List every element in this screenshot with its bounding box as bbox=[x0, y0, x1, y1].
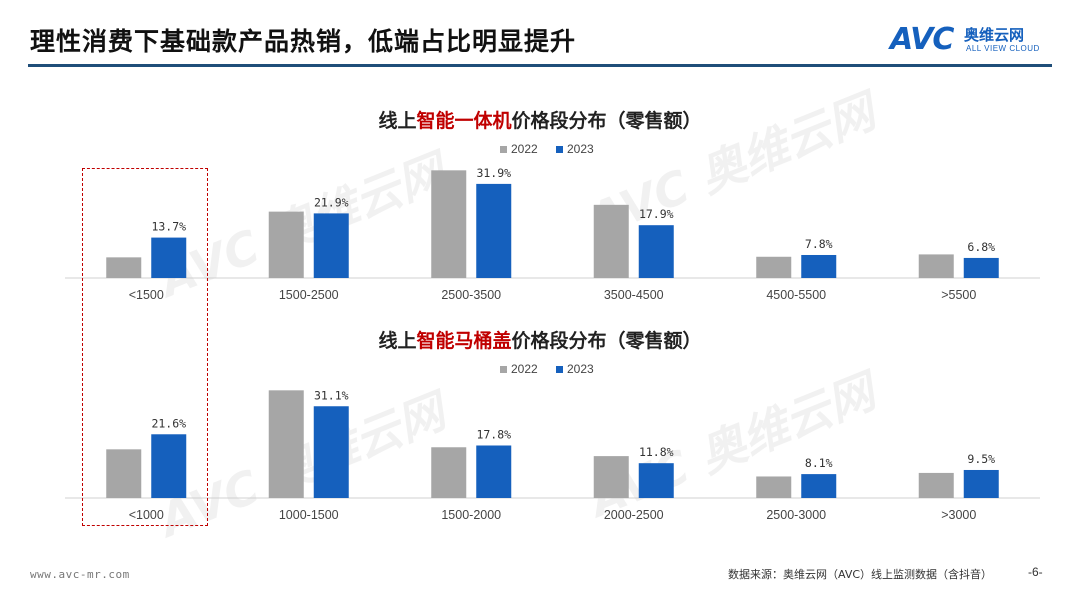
chart-title: 线上智能马桶盖价格段分布（零售额） bbox=[378, 330, 702, 352]
chart-toilet-seat-price-distribution: 线上智能马桶盖价格段分布（零售额） 2022 2023 21.6% <1000 31.1… bbox=[0, 320, 1080, 550]
x-tick-label: 1500-2500 bbox=[279, 288, 339, 302]
data-label: 11.8% bbox=[639, 445, 674, 459]
legend-swatch-2022 bbox=[500, 366, 507, 373]
chart-title: 线上智能一体机价格段分布（零售额） bbox=[378, 110, 702, 132]
x-tick-label: >5500 bbox=[941, 288, 976, 302]
bar-2022->5500 bbox=[918, 254, 954, 278]
data-label: 21.6% bbox=[151, 416, 186, 430]
bar-2023-<1000 bbox=[151, 434, 187, 498]
data-label: 31.9% bbox=[476, 166, 511, 180]
avc-logo: AVC 奥维云网 ALL VIEW CLOUD bbox=[890, 22, 1055, 58]
bar-2023-1500-2000 bbox=[476, 445, 512, 498]
bar-2022-1000-1500 bbox=[268, 390, 304, 498]
bar-2022-1500-2000 bbox=[431, 447, 467, 498]
data-label: 7.8% bbox=[805, 237, 833, 251]
slide-title: 理性消费下基础款产品热销，低端占比明显提升 bbox=[30, 27, 577, 56]
bar-2022-3500-4500 bbox=[593, 204, 629, 278]
x-tick-label: <1000 bbox=[129, 508, 164, 522]
x-tick-label: 2500-3000 bbox=[766, 508, 826, 522]
bar-2023-2000-2500 bbox=[638, 463, 674, 498]
data-label: 21.9% bbox=[314, 195, 349, 209]
footer-url: www.avc-mr.com bbox=[30, 568, 130, 581]
data-label: 13.7% bbox=[151, 220, 186, 234]
data-source-note: 数据来源：奥维云网（AVC）线上监测数据（含抖音） bbox=[728, 568, 993, 581]
legend-label-2023: 2023 bbox=[567, 142, 594, 156]
legend-swatch-2022 bbox=[500, 146, 507, 153]
bar-2023-2500-3000 bbox=[801, 474, 837, 498]
legend-label-2023: 2023 bbox=[567, 362, 594, 376]
bar-2022->3000 bbox=[918, 472, 954, 498]
legend-swatch-2023 bbox=[556, 146, 563, 153]
bar-2023->3000 bbox=[963, 469, 999, 498]
bar-2022-4500-5500 bbox=[756, 256, 792, 278]
x-tick-label: 1500-2000 bbox=[441, 508, 501, 522]
bar-2023-1000-1500 bbox=[313, 406, 349, 498]
bar-2023-2500-3500 bbox=[476, 183, 512, 278]
logo-mark: AVC bbox=[890, 22, 954, 57]
bar-2022-<1000 bbox=[106, 449, 142, 498]
bar-2022-2500-3000 bbox=[756, 476, 792, 498]
x-tick-label: 4500-5500 bbox=[766, 288, 826, 302]
bar-2022-<1500 bbox=[106, 257, 142, 278]
bar-2023-4500-5500 bbox=[801, 254, 837, 278]
x-tick-label: 1000-1500 bbox=[279, 508, 339, 522]
chart-svg: 2022 2023 21.6% <1000 31.1% 1000-1500 17.8% 150… bbox=[65, 362, 1040, 522]
data-label: 8.1% bbox=[805, 456, 833, 470]
x-tick-label: 3500-4500 bbox=[604, 288, 664, 302]
page-number: -6- bbox=[1028, 565, 1043, 579]
chart-svg: 2022 2023 13.7% <1500 21.9% 1500-2500 31.9% 250… bbox=[65, 142, 1040, 302]
data-label: 6.8% bbox=[967, 240, 995, 254]
data-label: 31.1% bbox=[314, 388, 349, 402]
bar-2023->5500 bbox=[963, 257, 999, 278]
chart-all-in-one-price-distribution: 线上智能一体机价格段分布（零售额） 2022 2023 13.7% <1500 21.9… bbox=[0, 100, 1080, 330]
x-tick-label: >3000 bbox=[941, 508, 976, 522]
bar-2023-<1500 bbox=[151, 237, 187, 278]
data-label: 17.8% bbox=[476, 427, 511, 441]
legend-swatch-2023 bbox=[556, 366, 563, 373]
lowest-price-highlight-box bbox=[82, 168, 208, 526]
bar-2022-1500-2500 bbox=[268, 211, 304, 278]
x-tick-label: 2000-2500 bbox=[604, 508, 664, 522]
bar-2022-2500-3500 bbox=[431, 170, 467, 278]
x-tick-label: 2500-3500 bbox=[441, 288, 501, 302]
logo-chinese-name: 奥维云网 bbox=[964, 26, 1025, 44]
legend-label-2022: 2022 bbox=[511, 142, 538, 156]
bar-2023-1500-2500 bbox=[313, 213, 349, 278]
title-divider bbox=[28, 64, 1052, 67]
bar-2023-3500-4500 bbox=[638, 225, 674, 278]
logo-english-name: ALL VIEW CLOUD bbox=[966, 44, 1040, 53]
data-label: 17.9% bbox=[639, 207, 674, 221]
legend-label-2022: 2022 bbox=[511, 362, 538, 376]
bar-2022-2000-2500 bbox=[593, 456, 629, 498]
x-tick-label: <1500 bbox=[129, 288, 164, 302]
data-label: 9.5% bbox=[967, 452, 995, 466]
